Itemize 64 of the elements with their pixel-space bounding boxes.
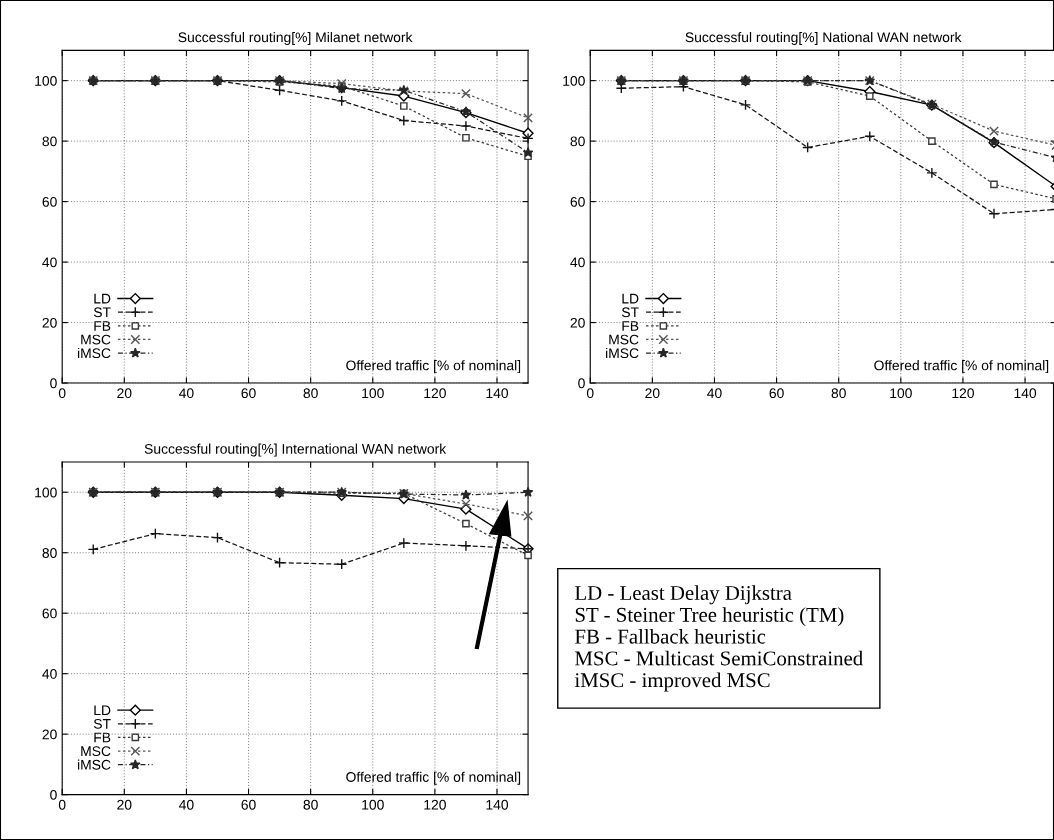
x-tick-label: 40 xyxy=(179,799,194,810)
x-tick-label: 140 xyxy=(1014,388,1037,399)
x-tick-label: 20 xyxy=(117,799,132,810)
y-tick-label: 40 xyxy=(42,669,57,679)
y-tick-label: 20 xyxy=(570,317,585,328)
legend-label: iMSC xyxy=(77,347,111,359)
y-tick-label: 0 xyxy=(50,378,57,389)
x-tick-label: 0 xyxy=(58,799,66,810)
y-tick-label: 40 xyxy=(42,257,57,268)
chart-title: Successful routing[%] National WAN network xyxy=(685,32,962,45)
y-tick-label: 60 xyxy=(42,196,57,207)
legend-label: FB xyxy=(94,732,111,743)
y-tick-label: 80 xyxy=(570,136,585,147)
x-tick-label: 40 xyxy=(707,388,722,399)
x-tick-label: 0 xyxy=(586,388,594,399)
y-tick-label: 60 xyxy=(570,196,585,207)
legend-label: LD xyxy=(94,293,111,304)
legend-label: FB xyxy=(622,321,639,331)
x-tick-label: 20 xyxy=(117,388,132,399)
y-tick-label: 20 xyxy=(42,729,57,740)
x-tick-label: 60 xyxy=(241,388,256,399)
y-tick-label: 20 xyxy=(42,317,57,328)
x-axis-title: Offered traffic [% of nominal] xyxy=(874,360,1049,374)
y-tick-label: 100 xyxy=(35,75,57,86)
x-tick-label: 80 xyxy=(303,388,318,399)
y-tick-label: 40 xyxy=(570,257,585,268)
legend-label: ST xyxy=(93,307,111,318)
legend-label: ST xyxy=(621,307,639,318)
x-tick-label: 120 xyxy=(424,799,446,810)
chart-title: Successful routing[%] International WAN network xyxy=(144,443,447,457)
y-tick-label: 100 xyxy=(35,487,57,498)
legend-label: FB xyxy=(94,321,111,331)
legend-label: MSC xyxy=(609,334,639,345)
legend-label: ST xyxy=(93,718,111,729)
x-tick-label: 100 xyxy=(362,388,384,399)
x-tick-label: 100 xyxy=(890,388,912,399)
x-tick-label: 120 xyxy=(424,388,446,399)
y-tick-label: 0 xyxy=(50,789,57,800)
x-tick-label: 120 xyxy=(952,388,974,399)
chart-title: Successful routing[%] Milanet network xyxy=(178,32,413,45)
x-tick-label: 0 xyxy=(58,388,66,399)
x-axis-title: Offered traffic [% of nominal] xyxy=(346,771,521,785)
x-tick-label: 140 xyxy=(486,388,509,399)
x-tick-label: 100 xyxy=(362,799,384,810)
x-tick-label: 20 xyxy=(645,388,660,399)
x-tick-label: 140 xyxy=(486,799,509,810)
x-tick-label: 60 xyxy=(769,388,784,399)
x-tick-label: 60 xyxy=(241,799,256,810)
y-tick-label: 0 xyxy=(578,378,585,389)
y-tick-label: 60 xyxy=(42,608,57,619)
legend-label: LD xyxy=(94,705,111,715)
legend-label: MSC xyxy=(81,334,111,345)
x-axis-title: Offered traffic [% of nominal] xyxy=(346,360,521,374)
legend-label: LD xyxy=(622,293,639,304)
y-tick-label: 80 xyxy=(42,136,57,147)
text: LD - Least Delay Dijkstra ST - Steiner Tree heuristic (TM) FB - Fallback heuristic MSC - Multicast SemiConstrained iMSC - improved MSC xyxy=(574,585,863,692)
x-tick-label: 80 xyxy=(831,388,846,399)
legend-label: iMSC xyxy=(77,759,111,770)
legend-label: MSC xyxy=(81,746,111,757)
legend-label: iMSC xyxy=(606,347,639,359)
x-tick-label: 40 xyxy=(179,388,194,399)
y-tick-label: 80 xyxy=(42,548,57,558)
x-tick-label: 80 xyxy=(303,799,318,810)
y-tick-label: 100 xyxy=(563,75,585,86)
